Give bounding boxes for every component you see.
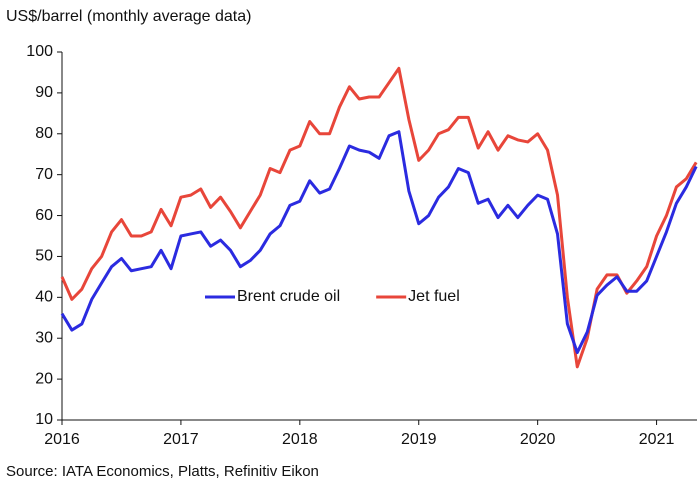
y-tick-label: 60: [35, 207, 53, 224]
chart-title: US$/barrel (monthly average data): [6, 8, 251, 25]
x-tick-label: 2019: [401, 431, 437, 448]
y-tick-label: 80: [35, 125, 53, 142]
y-tick-label: 90: [35, 84, 53, 101]
x-tick-label: 2018: [282, 431, 318, 448]
y-tick-label: 70: [35, 166, 53, 183]
y-tick-label: 50: [35, 248, 53, 265]
legend-label: Jet fuel: [408, 288, 460, 305]
x-tick-label: 2020: [520, 431, 556, 448]
source-note: Source: IATA Economics, Platts, Refiniti…: [6, 463, 319, 480]
x-tick-label: 2016: [44, 431, 80, 448]
y-tick-label: 40: [35, 289, 53, 306]
x-tick-label: 2017: [163, 431, 199, 448]
legend-label: Brent crude oil: [237, 288, 340, 305]
y-tick-label: 100: [26, 43, 53, 60]
line-series: [60, 130, 698, 355]
y-tick-label: 30: [35, 329, 53, 346]
y-tick-label: 20: [35, 370, 53, 387]
y-tick-label: 10: [35, 411, 53, 428]
line-series: [60, 66, 698, 369]
x-tick-label: 2021: [639, 431, 675, 448]
